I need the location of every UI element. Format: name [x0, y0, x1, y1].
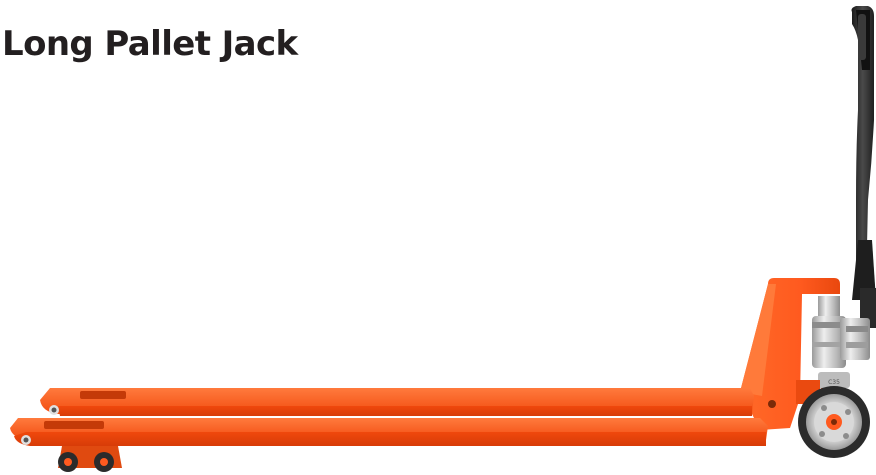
steer-wheel [798, 386, 870, 458]
frame-body [740, 278, 840, 430]
fork-front [10, 418, 768, 446]
front-rollers [58, 446, 122, 472]
hydraulic-pump: C35 [812, 296, 870, 390]
page-title: Long Pallet Jack [2, 24, 298, 64]
fork-back [40, 388, 754, 416]
handle [851, 6, 876, 328]
svg-text:C35: C35 [828, 379, 840, 386]
